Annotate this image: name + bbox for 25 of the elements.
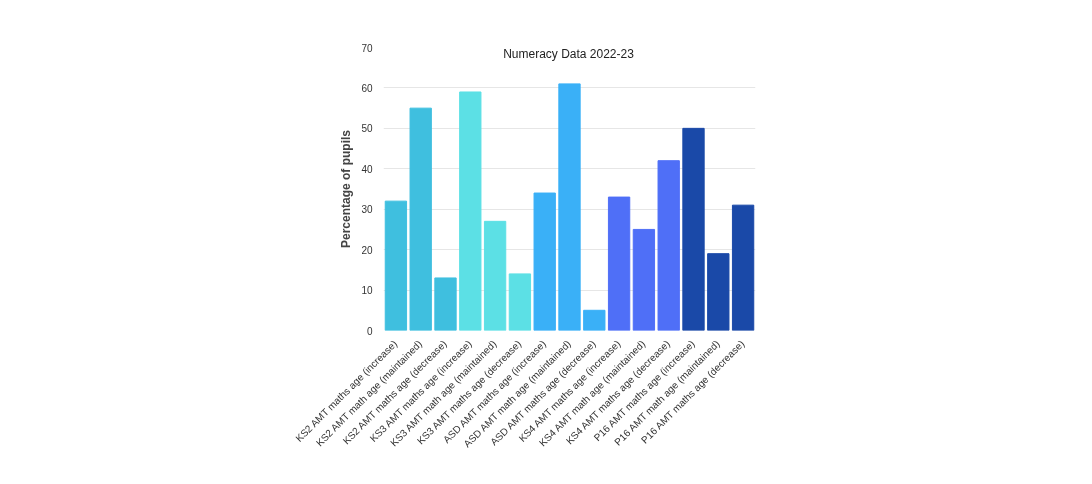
bar — [508, 273, 532, 331]
y-axis-title: Percentage of pupils — [339, 129, 354, 249]
bar — [483, 220, 507, 331]
chart-title: Numeracy Data 2022-23 — [503, 46, 635, 61]
bar — [707, 253, 730, 331]
bar — [682, 127, 705, 331]
y-tick-label: 50 — [361, 123, 373, 135]
bar — [731, 204, 755, 331]
bar — [558, 83, 581, 331]
bar — [583, 309, 606, 331]
y-tick-label: 20 — [361, 244, 373, 256]
bar — [384, 200, 408, 331]
y-tick-label: 60 — [361, 82, 373, 94]
y-tick-label: 0 — [366, 325, 373, 337]
bar — [533, 192, 556, 331]
y-tick-label: 70 — [361, 42, 373, 54]
bar — [434, 277, 457, 331]
bar — [657, 160, 680, 331]
bar — [607, 196, 631, 331]
y-tick-label: 40 — [361, 163, 373, 175]
bar — [459, 91, 482, 331]
y-tick-label: 10 — [361, 285, 373, 297]
bar — [632, 228, 656, 331]
bar — [409, 107, 432, 331]
y-tick-label: 30 — [361, 204, 373, 216]
